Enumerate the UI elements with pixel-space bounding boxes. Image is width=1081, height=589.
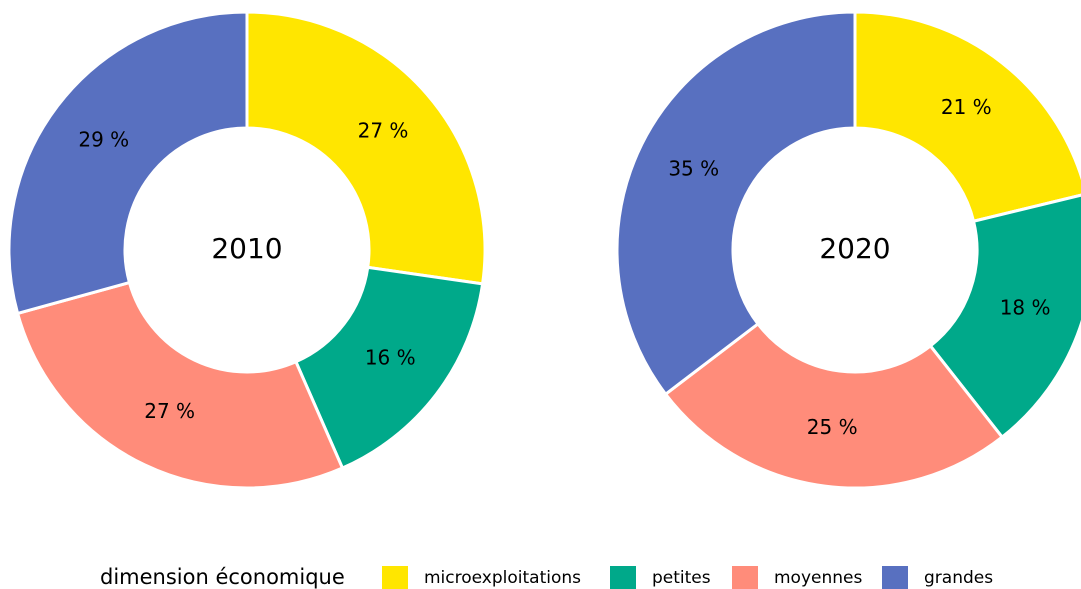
center-title: 2020 (819, 232, 890, 265)
slice-label: 27 % (144, 399, 195, 423)
slice-label: 25 % (807, 415, 858, 439)
slice-label: 21 % (941, 95, 992, 119)
donut-slice (15, 280, 345, 490)
legend-label: moyennes (774, 568, 862, 588)
slice-label: 35 % (668, 157, 719, 181)
legend-label: petites (652, 568, 711, 588)
slice-label: 29 % (78, 127, 129, 151)
legend-swatch (732, 566, 758, 589)
legend-label: microexploitations (424, 568, 581, 588)
donut-slice (7, 10, 249, 316)
legend-label: grandes (924, 568, 993, 588)
donut-slice (293, 265, 485, 471)
donut-slice (928, 193, 1081, 440)
legend-swatch (610, 566, 636, 589)
donut-slice (615, 10, 857, 397)
slice-label: 27 % (358, 119, 409, 143)
slice-label: 18 % (1000, 295, 1051, 319)
center-title: 2010 (211, 232, 282, 265)
legend-swatch (382, 566, 408, 589)
legend-title: dimension économique (100, 565, 345, 589)
donut-slice (663, 321, 1005, 490)
donut-slice (245, 10, 487, 286)
slice-label: 16 % (365, 346, 416, 370)
legend-swatch (882, 566, 908, 589)
